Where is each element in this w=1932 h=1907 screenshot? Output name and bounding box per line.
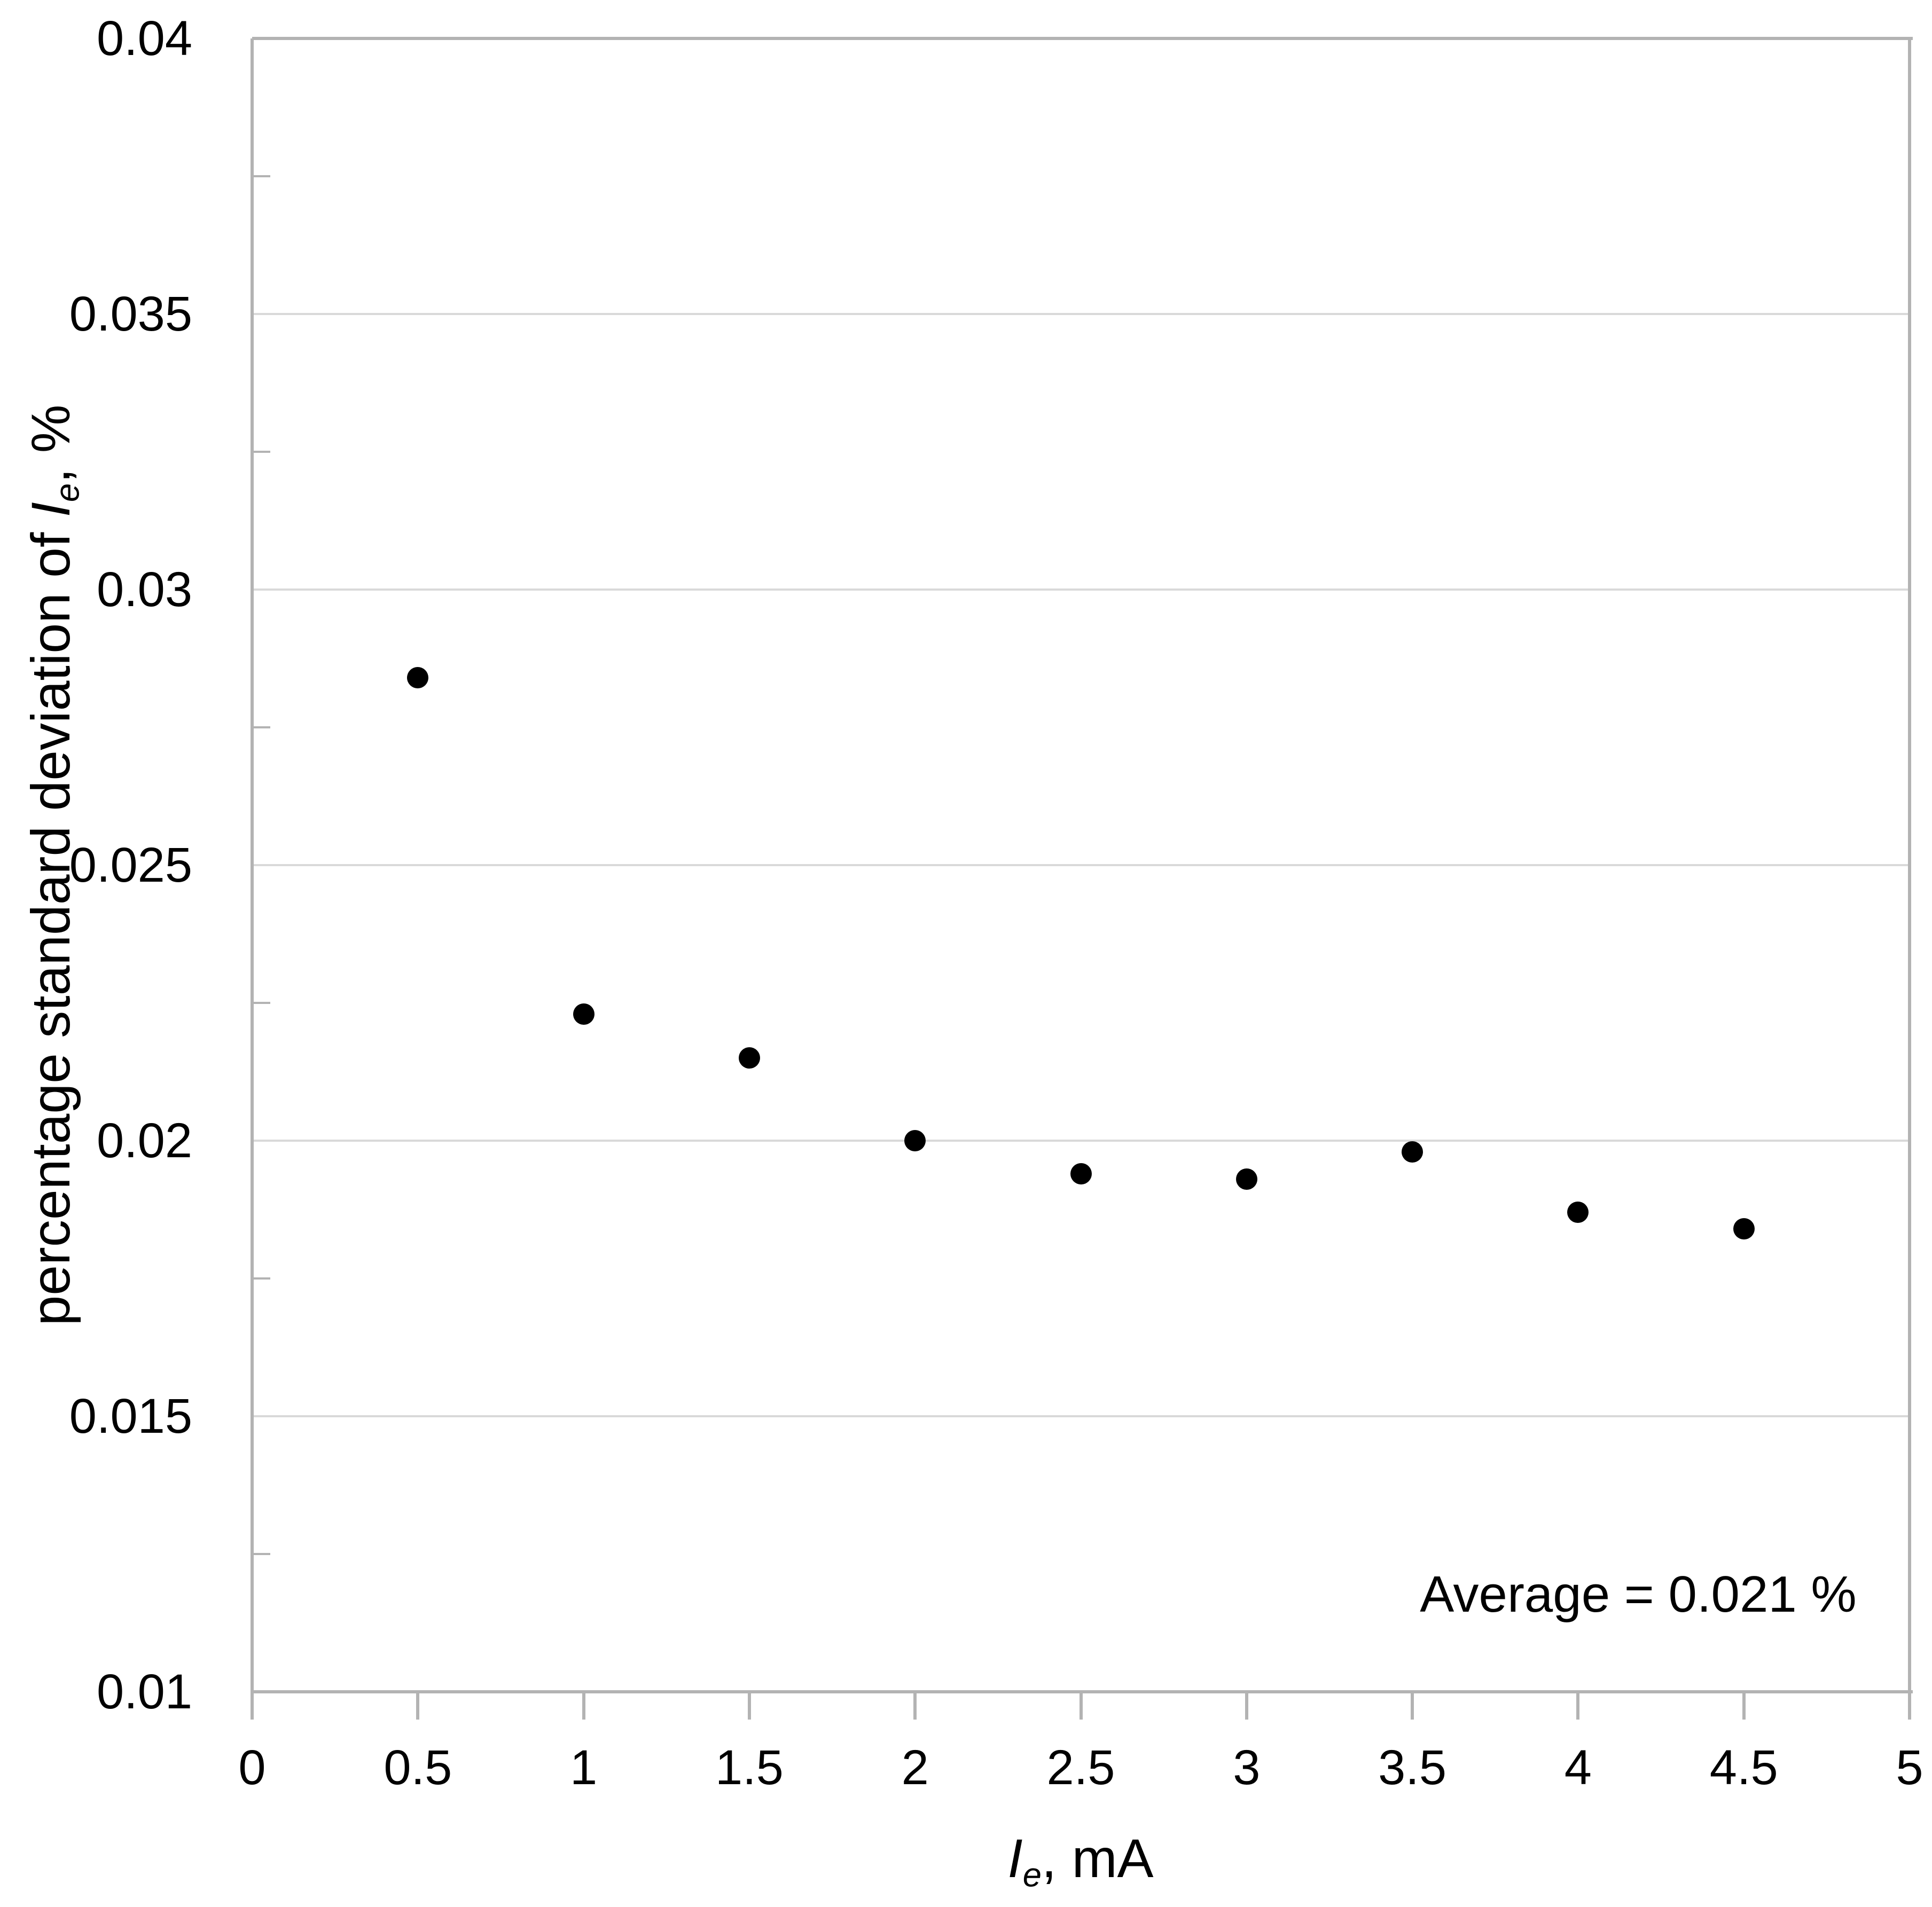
x-tick-label: 2.5 <box>1046 1740 1115 1795</box>
average-annotation: Average = 0.021 % <box>1420 1566 1857 1623</box>
data-point <box>407 667 429 689</box>
x-tick-mark <box>1576 1692 1580 1720</box>
x-tick-mark <box>416 1692 420 1720</box>
y-axis-line <box>251 38 254 1692</box>
y-tick-label: 0.035 <box>69 287 192 341</box>
y-minor-tick <box>252 451 270 453</box>
data-point <box>573 1003 595 1025</box>
x-tick-label: 5 <box>1896 1740 1923 1795</box>
x-tick-label: 3 <box>1233 1740 1261 1795</box>
y-minor-tick <box>252 1002 270 1004</box>
x-axis-subscript: e <box>1022 1856 1042 1894</box>
plot-border-top <box>252 37 1913 40</box>
y-gridline <box>252 1140 1910 1142</box>
y-tick-label: 0.03 <box>96 562 192 617</box>
x-axis-symbol: I <box>1007 1828 1023 1889</box>
x-tick-label: 0 <box>238 1740 266 1795</box>
data-point <box>1235 1168 1257 1190</box>
x-tick-mark <box>1245 1692 1248 1720</box>
x-axis-title: Ie, mA <box>653 1821 1508 1896</box>
x-tick-label: 0.5 <box>384 1740 452 1795</box>
x-tick-label: 1 <box>570 1740 598 1795</box>
data-point <box>1733 1218 1755 1240</box>
y-tick-label: 0.04 <box>96 11 192 66</box>
y-gridline <box>252 588 1910 591</box>
y-minor-tick <box>252 1277 270 1280</box>
x-axis-line <box>252 1690 1913 1693</box>
y-axis-symbol: I <box>20 502 81 517</box>
y-tick-label: 0.01 <box>96 1665 192 1719</box>
x-tick-mark <box>1742 1692 1746 1720</box>
y-axis-unit: , % <box>20 404 81 483</box>
data-point <box>738 1047 760 1069</box>
y-gridline <box>252 313 1910 315</box>
y-minor-tick <box>252 726 270 728</box>
y-tick-label: 0.015 <box>69 1389 192 1443</box>
y-minor-tick <box>252 1553 270 1555</box>
x-tick-label: 4 <box>1564 1740 1592 1795</box>
y-gridline <box>252 1415 1910 1417</box>
y-minor-tick <box>252 175 270 177</box>
x-tick-mark <box>1079 1692 1083 1720</box>
x-tick-label: 3.5 <box>1378 1740 1447 1795</box>
x-tick-mark <box>747 1692 751 1720</box>
y-axis-title-text: percentage standard deviation of <box>20 517 81 1326</box>
y-tick-label: 0.02 <box>96 1113 192 1168</box>
data-point <box>1567 1202 1589 1223</box>
x-tick-label: 1.5 <box>715 1740 784 1795</box>
data-point <box>1402 1141 1423 1163</box>
x-tick-label: 2 <box>901 1740 929 1795</box>
y-tick-label: 0.025 <box>69 838 192 892</box>
x-tick-mark <box>1908 1692 1911 1720</box>
data-point <box>1070 1163 1092 1184</box>
x-tick-mark <box>251 1692 254 1720</box>
y-axis-subscript: e <box>49 483 87 503</box>
x-axis-unit: , mA <box>1041 1828 1154 1889</box>
plot-border-right <box>1908 38 1911 1692</box>
y-gridline <box>252 864 1910 866</box>
data-point <box>904 1130 926 1151</box>
x-tick-mark <box>913 1692 917 1720</box>
x-tick-label: 4.5 <box>1709 1740 1778 1795</box>
x-tick-mark <box>582 1692 585 1720</box>
x-tick-mark <box>1411 1692 1414 1720</box>
